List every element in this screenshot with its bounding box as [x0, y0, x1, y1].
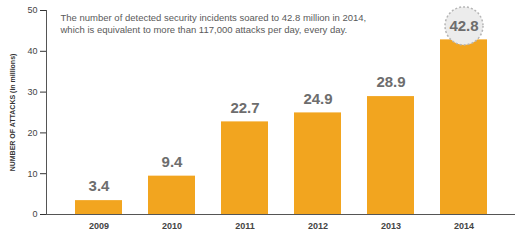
svg-text:2012: 2012 [308, 221, 328, 231]
svg-text:9.4: 9.4 [162, 153, 184, 170]
svg-text:3.4: 3.4 [89, 177, 111, 194]
svg-text:0: 0 [32, 209, 37, 219]
svg-text:10: 10 [27, 169, 37, 179]
svg-text:42.8: 42.8 [449, 17, 478, 34]
svg-text:2010: 2010 [162, 221, 182, 231]
svg-text:24.9: 24.9 [303, 90, 332, 107]
svg-text:40: 40 [27, 46, 37, 56]
svg-text:28.9: 28.9 [376, 73, 405, 90]
svg-text:22.7: 22.7 [230, 99, 259, 116]
svg-text:50: 50 [27, 5, 37, 15]
svg-text:The number of detected securit: The number of detected security incident… [60, 12, 367, 35]
svg-text:2011: 2011 [235, 221, 255, 231]
svg-text:2013: 2013 [381, 221, 401, 231]
svg-text:20: 20 [27, 128, 37, 138]
svg-text:2014: 2014 [454, 221, 474, 231]
svg-text:NUMBER OF ATTACKS (in millions: NUMBER OF ATTACKS (in millions) [9, 54, 17, 172]
svg-text:30: 30 [27, 87, 37, 97]
svg-text:2009: 2009 [89, 221, 109, 231]
